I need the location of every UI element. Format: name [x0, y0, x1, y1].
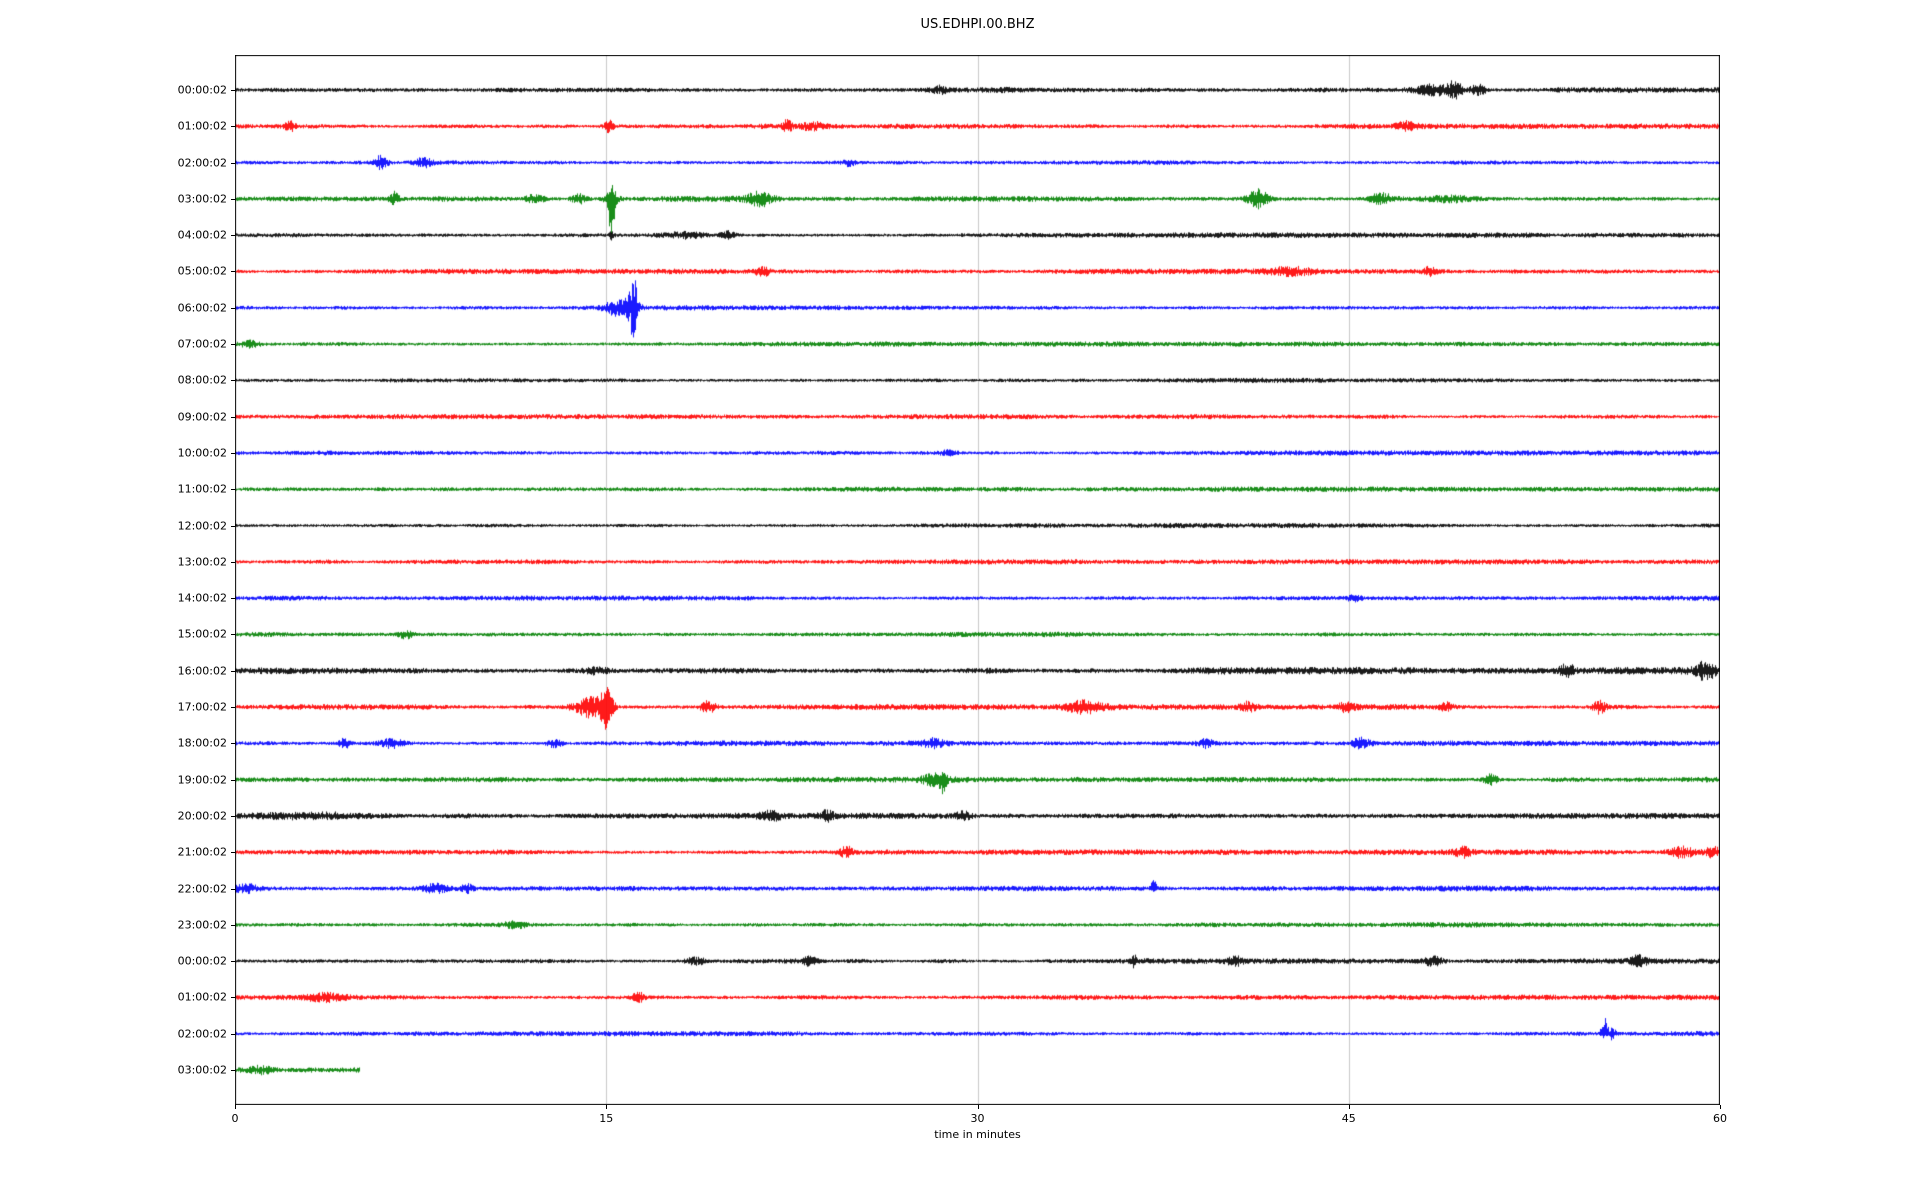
trace-time-label: 00:00:02 [177, 954, 227, 968]
y-axis-tick [231, 671, 235, 672]
trace-time-label: 21:00:02 [177, 845, 227, 859]
y-axis-tick [231, 163, 235, 164]
chart-title: US.EDHPI.00.BHZ [920, 17, 1035, 32]
trace-time-label: 06:00:02 [177, 301, 227, 315]
trace-time-label: 15:00:02 [177, 627, 227, 641]
trace-time-label: 08:00:02 [177, 373, 227, 387]
trace-time-label: 04:00:02 [177, 228, 227, 242]
y-axis-tick [231, 562, 235, 563]
trace-time-label: 17:00:02 [177, 700, 227, 714]
trace-time-label: 14:00:02 [177, 591, 227, 605]
trace-time-label: 02:00:02 [177, 156, 227, 170]
trace-time-label: 12:00:02 [177, 519, 227, 533]
trace-time-label: 01:00:02 [177, 990, 227, 1004]
x-axis-tick [1720, 1105, 1721, 1109]
x-axis-label: time in minutes [934, 1128, 1021, 1141]
y-axis-tick [231, 743, 235, 744]
trace-time-label: 22:00:02 [177, 882, 227, 896]
y-axis-tick [231, 634, 235, 635]
y-axis-tick [231, 126, 235, 127]
y-axis-tick [231, 380, 235, 381]
x-axis-tick [606, 1105, 607, 1109]
trace-time-label: 03:00:02 [177, 192, 227, 206]
seismogram-traces-canvas [235, 55, 1720, 1105]
y-axis-tick [231, 997, 235, 998]
trace-time-label: 07:00:02 [177, 337, 227, 351]
y-axis-tick [231, 271, 235, 272]
y-axis-tick [231, 889, 235, 890]
y-axis-tick [231, 598, 235, 599]
x-axis-tick [978, 1105, 979, 1109]
trace-time-label: 11:00:02 [177, 482, 227, 496]
y-axis-tick [231, 90, 235, 91]
y-axis-tick [231, 344, 235, 345]
trace-time-label: 02:00:02 [177, 1027, 227, 1041]
trace-time-label: 19:00:02 [177, 773, 227, 787]
y-axis-tick [231, 1034, 235, 1035]
y-axis-tick [231, 780, 235, 781]
y-axis-tick [231, 961, 235, 962]
x-tick-label: 60 [1713, 1112, 1727, 1125]
y-axis-tick [231, 453, 235, 454]
trace-time-label: 16:00:02 [177, 664, 227, 678]
y-axis-tick [231, 308, 235, 309]
trace-time-label: 13:00:02 [177, 555, 227, 569]
y-axis-tick [231, 526, 235, 527]
y-axis-tick [231, 816, 235, 817]
x-axis-tick [235, 1105, 236, 1109]
x-tick-label: 0 [231, 1112, 239, 1125]
trace-time-label: 01:00:02 [177, 119, 227, 133]
x-tick-label: 15 [599, 1112, 614, 1125]
x-tick-label: 30 [970, 1112, 985, 1125]
trace-time-label: 10:00:02 [177, 446, 227, 460]
y-axis-tick [231, 417, 235, 418]
trace-time-label: 03:00:02 [177, 1063, 227, 1077]
trace-time-label: 09:00:02 [177, 410, 227, 424]
x-tick-label: 45 [1341, 1112, 1356, 1125]
y-axis-tick [231, 235, 235, 236]
y-axis-tick [231, 707, 235, 708]
trace-time-label: 00:00:02 [177, 83, 227, 97]
y-axis-tick [231, 852, 235, 853]
trace-time-label: 18:00:02 [177, 736, 227, 750]
y-axis-tick [231, 199, 235, 200]
y-axis-tick [231, 489, 235, 490]
trace-time-label: 23:00:02 [177, 918, 227, 932]
y-axis-tick [231, 925, 235, 926]
trace-time-label: 20:00:02 [177, 809, 227, 823]
x-axis-tick [1349, 1105, 1350, 1109]
trace-time-label: 05:00:02 [177, 264, 227, 278]
y-axis-tick [231, 1070, 235, 1071]
